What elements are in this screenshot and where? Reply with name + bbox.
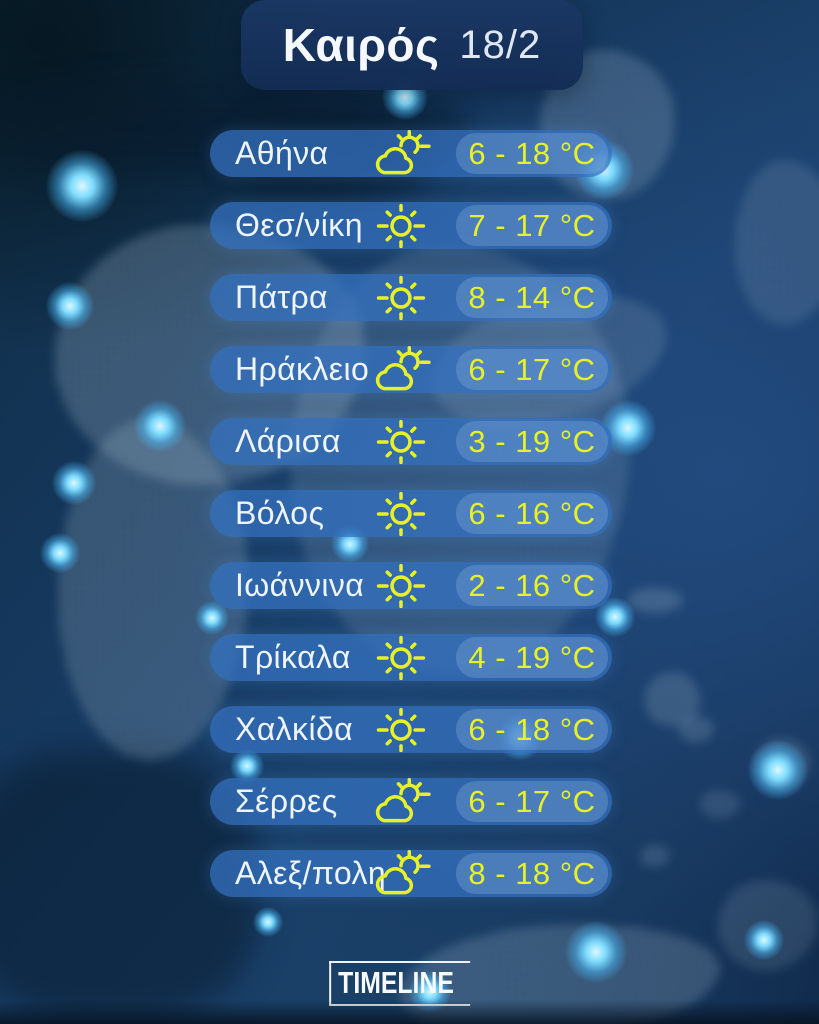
temperature-range: 7 - 17 °C bbox=[468, 207, 596, 243]
city-name: Τρίκαλα bbox=[235, 639, 351, 675]
forecast-row-chalkida: Χαλκίδα 6 - 18 °C bbox=[210, 706, 612, 753]
timeline-logo-frame: TIMELINE bbox=[328, 961, 491, 1006]
city-light-glow bbox=[565, 921, 627, 983]
timeline-logo: TIMELINE bbox=[328, 961, 491, 1006]
forecast-row-serres: Σέρρες 6 - 17 °C bbox=[210, 778, 612, 825]
city-light-glow bbox=[744, 920, 784, 960]
sun-cloud-icon bbox=[375, 850, 431, 895]
weather-icon bbox=[368, 418, 434, 465]
temperature-pill: 6 - 17 °C bbox=[456, 349, 608, 390]
forecast-row-volos: Βόλος 6 - 16 °C bbox=[210, 490, 612, 537]
sun-icon bbox=[376, 203, 426, 248]
temperature-range: 6 - 17 °C bbox=[468, 351, 596, 387]
city-light-glow bbox=[134, 400, 186, 452]
sun-cloud-icon bbox=[375, 778, 431, 823]
weather-icon bbox=[368, 274, 434, 321]
weather-icon bbox=[368, 202, 434, 249]
city-name: Πάτρα bbox=[235, 279, 328, 315]
island-3 bbox=[678, 716, 714, 742]
temperature-range: 6 - 16 °C bbox=[468, 495, 596, 531]
header-panel: Καιρός 18/2 bbox=[241, 0, 583, 90]
city-light-glow bbox=[748, 740, 808, 800]
weather-icon bbox=[368, 130, 434, 177]
city-name: Βόλος bbox=[235, 495, 325, 531]
city-name: Αλεξ/πολη bbox=[235, 855, 387, 891]
forecast-row-thessaloniki: Θεσ/νίκη 7 - 17 °C bbox=[210, 202, 612, 249]
city-light-glow bbox=[40, 533, 80, 573]
city-name: Αθήνα bbox=[235, 135, 329, 171]
city-light-glow bbox=[46, 282, 94, 330]
city-name: Λάρισα bbox=[235, 423, 341, 459]
temperature-range: 4 - 19 °C bbox=[468, 639, 596, 675]
forecast-row-athens: Αθήνα 6 - 18 °C bbox=[210, 130, 612, 177]
forecast-row-alexandroupoli: Αλεξ/πολη 8 - 18 °C bbox=[210, 850, 612, 897]
temperature-range: 8 - 18 °C bbox=[468, 855, 596, 891]
temperature-pill: 6 - 16 °C bbox=[456, 493, 608, 534]
city-name: Ιωάννινα bbox=[235, 567, 365, 603]
island-5 bbox=[640, 845, 670, 867]
temperature-pill: 3 - 19 °C bbox=[456, 421, 608, 462]
island-6 bbox=[700, 790, 740, 818]
city-light-glow bbox=[253, 907, 283, 937]
timeline-logo-text: TIMELINE bbox=[337, 965, 454, 1000]
weather-icon bbox=[368, 850, 434, 897]
weather-icon bbox=[368, 706, 434, 753]
page-title: Καιρός bbox=[282, 19, 440, 71]
temperature-pill: 7 - 17 °C bbox=[456, 205, 608, 246]
forecast-row-trikala: Τρίκαλα 4 - 19 °C bbox=[210, 634, 612, 681]
island-1 bbox=[628, 588, 683, 613]
landmass-east-coast bbox=[735, 160, 819, 325]
temperature-pill: 6 - 18 °C bbox=[456, 133, 608, 174]
temperature-range: 3 - 19 °C bbox=[468, 423, 596, 459]
temperature-range: 6 - 18 °C bbox=[468, 711, 596, 747]
sun-icon bbox=[376, 635, 426, 680]
temperature-pill: 8 - 18 °C bbox=[456, 853, 608, 894]
city-light-glow bbox=[409, 971, 451, 1013]
city-name: Ηράκλειο bbox=[235, 351, 370, 387]
weather-icon bbox=[368, 634, 434, 681]
temperature-pill: 6 - 17 °C bbox=[456, 781, 608, 822]
city-light-glow bbox=[46, 150, 118, 222]
temperature-pill: 2 - 16 °C bbox=[456, 565, 608, 606]
sun-cloud-icon bbox=[375, 346, 431, 391]
weather-icon bbox=[368, 778, 434, 825]
temperature-range: 2 - 16 °C bbox=[468, 567, 596, 603]
temperature-range: 8 - 14 °C bbox=[468, 279, 596, 315]
weather-icon bbox=[368, 490, 434, 537]
sun-icon bbox=[376, 491, 426, 536]
city-name: Χαλκίδα bbox=[235, 711, 354, 747]
sun-icon bbox=[376, 275, 426, 320]
forecast-date: 18/2 bbox=[459, 22, 542, 67]
temperature-pill: 4 - 19 °C bbox=[456, 637, 608, 678]
city-light-glow bbox=[230, 749, 264, 783]
weather-icon bbox=[368, 562, 434, 609]
city-name: Θεσ/νίκη bbox=[235, 207, 363, 243]
forecast-row-heraklion: Ηράκλειο 6 - 17 °C bbox=[210, 346, 612, 393]
sun-icon bbox=[376, 563, 426, 608]
forecast-row-ioannina: Ιωάννινα 2 - 16 °C bbox=[210, 562, 612, 609]
weather-icon bbox=[368, 346, 434, 393]
forecast-row-patra: Πάτρα 8 - 14 °C bbox=[210, 274, 612, 321]
temperature-pill: 6 - 18 °C bbox=[456, 709, 608, 750]
city-light-glow bbox=[52, 461, 96, 505]
temperature-range: 6 - 18 °C bbox=[468, 135, 596, 171]
temperature-range: 6 - 17 °C bbox=[468, 783, 596, 819]
forecast-row-larissa: Λάρισα 3 - 19 °C bbox=[210, 418, 612, 465]
sun-icon bbox=[376, 707, 426, 752]
city-name: Σέρρες bbox=[235, 783, 338, 819]
sun-cloud-icon bbox=[375, 130, 431, 175]
forecast-list: Αθήνα 6 - 18 °C Θεσ/νίκη 7 - 17 °C Πάτρα bbox=[210, 130, 612, 897]
temperature-pill: 8 - 14 °C bbox=[456, 277, 608, 318]
sun-icon bbox=[376, 419, 426, 464]
